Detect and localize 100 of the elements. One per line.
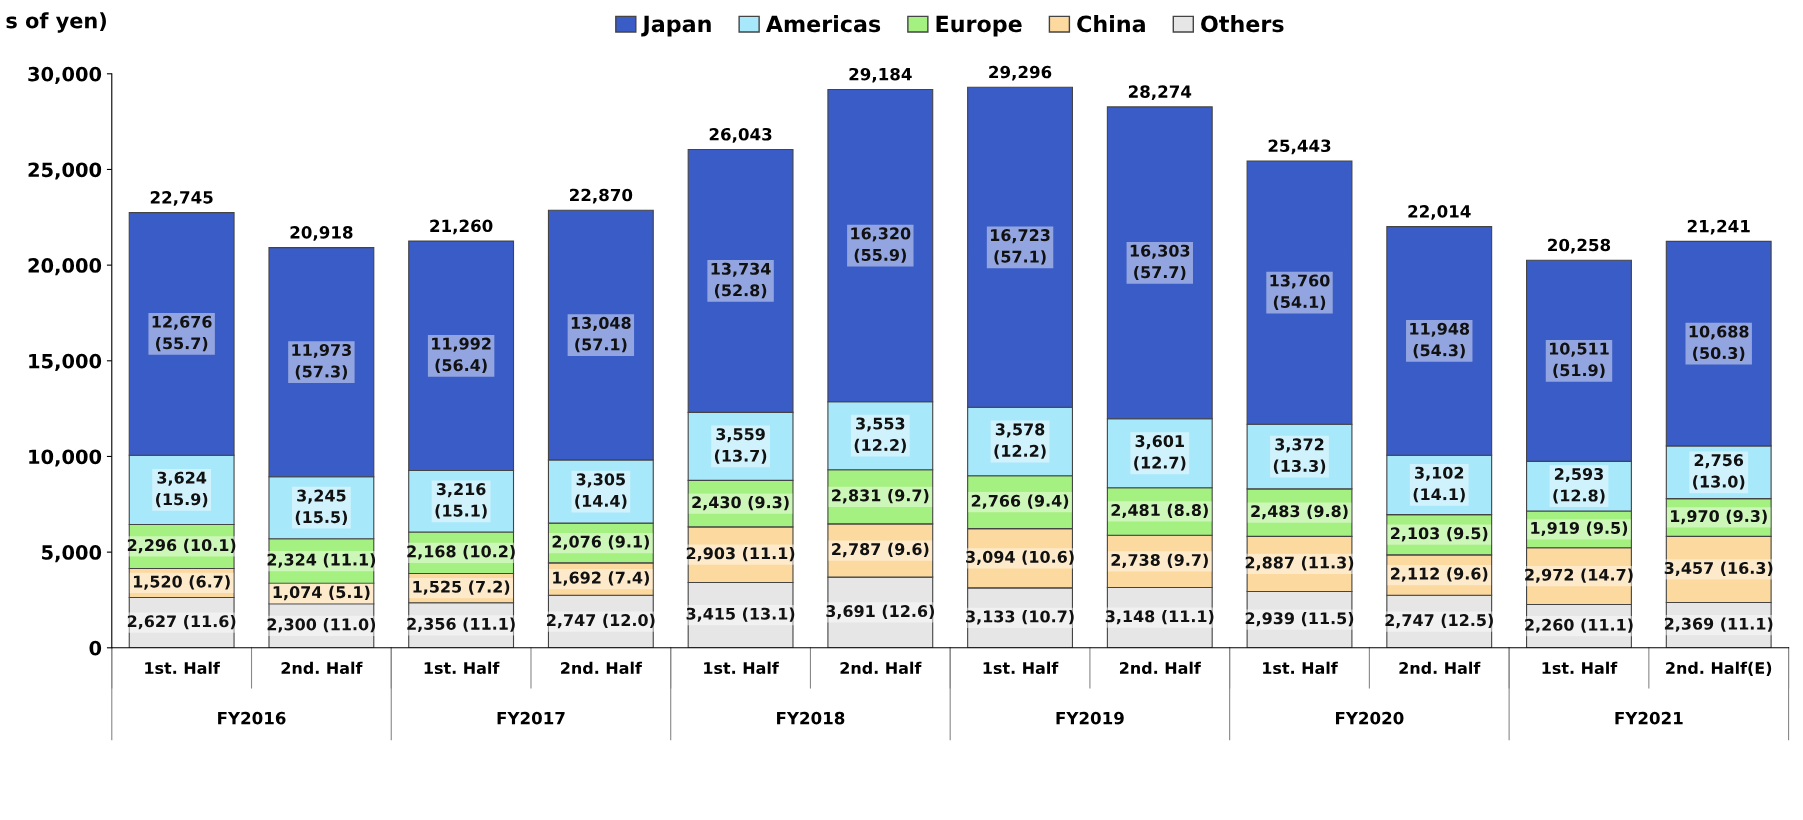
data-label: 10,688 (50.3) bbox=[1689, 325, 1749, 361]
data-label: 3,245 (15.5) bbox=[295, 489, 348, 526]
x-tick-label: 2nd. Half bbox=[1399, 661, 1481, 675]
y-tick-label: 25,000 bbox=[28, 162, 102, 180]
x-tick-label: 1st. Half bbox=[145, 661, 221, 675]
data-label: 1,520 (6.7) bbox=[133, 575, 230, 590]
data-label: 1,692 (7.4) bbox=[553, 571, 649, 586]
total-label: 20,918 bbox=[290, 226, 353, 241]
total-label: 22,014 bbox=[1408, 205, 1471, 220]
total-label: 21,241 bbox=[1687, 219, 1750, 235]
data-label: 2,481 (8.8) bbox=[1111, 503, 1208, 519]
data-label: 2,369 (11.1) bbox=[1664, 617, 1773, 632]
data-label: 2,356 (11.1) bbox=[407, 617, 515, 632]
data-label: 11,992 (56.4) bbox=[432, 337, 491, 374]
text: FY2018 bbox=[777, 711, 845, 725]
y-tick-label: 20,000 bbox=[28, 258, 102, 276]
data-label: 2,300 (11.0) bbox=[267, 618, 376, 633]
text: FY2019 bbox=[1056, 711, 1124, 725]
total-label: 20,258 bbox=[1548, 238, 1611, 254]
total-label: 22,745 bbox=[150, 191, 213, 206]
text: FY2017 bbox=[497, 711, 565, 725]
data-label: 2,939 (11.5) bbox=[1245, 611, 1354, 627]
data-label: 2,168 (10.2) bbox=[407, 545, 515, 560]
legend-label: Americas bbox=[765, 15, 881, 33]
total-label: 21,260 bbox=[430, 219, 493, 235]
y-axis-title: s of yen) bbox=[6, 12, 106, 33]
data-label: 12,676 (55.7) bbox=[152, 315, 212, 352]
data-label: 3,601 (12.7) bbox=[1134, 435, 1186, 471]
data-label: 3,094 (10.6) bbox=[966, 550, 1074, 565]
data-label: 3,148 (11.1) bbox=[1105, 609, 1214, 625]
data-label: 1,970 (9.3) bbox=[1671, 509, 1767, 525]
data-label: 16,303 (57.7) bbox=[1130, 244, 1190, 281]
data-label: 2,324 (11.1) bbox=[267, 553, 376, 568]
y-tick-label: 5,000 bbox=[42, 545, 102, 563]
data-label: 13,048 (57.1) bbox=[571, 316, 631, 353]
data-label: 2,593 (12.8) bbox=[1553, 467, 1605, 504]
data-label: 2,787 (9.6) bbox=[832, 542, 929, 558]
x-tick-label: 1st. Half bbox=[1542, 661, 1618, 675]
data-label: 16,723 (57.1) bbox=[991, 229, 1050, 265]
data-label: 2,738 (9.7) bbox=[1111, 553, 1208, 569]
data-label: 2,430 (9.3) bbox=[692, 495, 789, 511]
data-label: 2,296 (10.1) bbox=[127, 538, 236, 554]
legend-label: Japan bbox=[641, 15, 711, 37]
x-tick-label: 2nd. Half(E) bbox=[1666, 661, 1772, 676]
data-label: 2,076 (9.1) bbox=[552, 535, 649, 550]
x-tick-label: 1st. Half bbox=[1263, 661, 1338, 675]
data-label: 3,133 (10.7) bbox=[966, 610, 1074, 625]
legend-label: China bbox=[1077, 15, 1145, 33]
data-label: 2,260 (11.1) bbox=[1525, 618, 1633, 633]
total-label: 22,870 bbox=[570, 188, 633, 204]
y-tick-label: 0 bbox=[89, 640, 102, 656]
data-label: 11,948 (54.3) bbox=[1410, 322, 1470, 359]
data-label: 1,525 (7.2) bbox=[413, 580, 510, 595]
data-label: 2,747 (12.0) bbox=[547, 613, 655, 629]
total-label: 29,296 bbox=[989, 65, 1052, 81]
data-label: 3,457 (16.3) bbox=[1664, 561, 1773, 577]
data-label: 2,103 (9.5) bbox=[1391, 527, 1488, 542]
x-tick-label: 2nd. Half bbox=[840, 661, 922, 675]
text: FY2016 bbox=[218, 711, 286, 725]
y-tick-label: 30,000 bbox=[28, 66, 102, 84]
data-label: 2,766 (9.4) bbox=[971, 494, 1069, 509]
data-label: 1,919 (9.5) bbox=[1531, 521, 1628, 537]
legend-label: Europe bbox=[936, 15, 1022, 37]
y-tick-label: 15,000 bbox=[29, 353, 102, 371]
data-label: 2,627 (11.6) bbox=[127, 614, 236, 630]
data-label: 2,831 (9.7) bbox=[832, 489, 929, 504]
data-label: 3,624 (15.9) bbox=[156, 471, 208, 508]
total-label: 25,443 bbox=[1268, 139, 1331, 155]
total-label: 28,274 bbox=[1128, 85, 1192, 101]
data-label: 3,578 (12.2) bbox=[994, 423, 1046, 459]
text: FY2021 bbox=[1615, 711, 1683, 725]
text: FY2020 bbox=[1335, 711, 1404, 725]
data-label: 3,372 (13.3) bbox=[1273, 438, 1326, 474]
data-label: 2,972 (14.7) bbox=[1525, 568, 1633, 583]
data-label: 16,320 (55.9) bbox=[851, 227, 911, 263]
data-label: 1,074 (5.1) bbox=[273, 585, 370, 601]
total-label: 26,043 bbox=[709, 127, 772, 143]
data-label: 3,216 (15.1) bbox=[435, 483, 487, 519]
data-label: 13,760 (54.1) bbox=[1270, 274, 1330, 310]
data-label: 2,483 (9.8) bbox=[1251, 504, 1348, 520]
data-label: 2,112 (9.6) bbox=[1391, 567, 1488, 582]
legend-label: Others bbox=[1201, 15, 1284, 33]
data-label: 3,305 (14.4) bbox=[575, 473, 627, 509]
data-label: 13,734 (52.8) bbox=[711, 262, 771, 299]
data-label: 3,415 (13.1) bbox=[686, 607, 795, 622]
data-label: 2,887 (11.3) bbox=[1245, 556, 1354, 571]
x-tick-label: 2nd. Half bbox=[561, 661, 643, 675]
data-label: 3,559 (13.7) bbox=[714, 428, 767, 464]
x-tick-label: 1st. Half bbox=[704, 661, 779, 675]
data-label: 11,973 (57.3) bbox=[292, 343, 351, 380]
data-label: 3,102 (14.1) bbox=[1413, 466, 1465, 503]
x-tick-label: 2nd. Half bbox=[1119, 661, 1201, 675]
x-tick-label: 2nd. Half bbox=[281, 661, 363, 675]
data-label: 2,903 (11.1) bbox=[686, 546, 795, 562]
data-label: 2,756 (13.0) bbox=[1693, 454, 1745, 490]
data-label: 3,691 (12.6) bbox=[826, 604, 934, 620]
x-tick-label: 1st. Half bbox=[424, 661, 500, 675]
x-tick-label: 1st. Half bbox=[983, 661, 1059, 675]
data-label: 3,553 (12.2) bbox=[854, 417, 906, 453]
y-tick-label: 10,000 bbox=[29, 449, 102, 467]
